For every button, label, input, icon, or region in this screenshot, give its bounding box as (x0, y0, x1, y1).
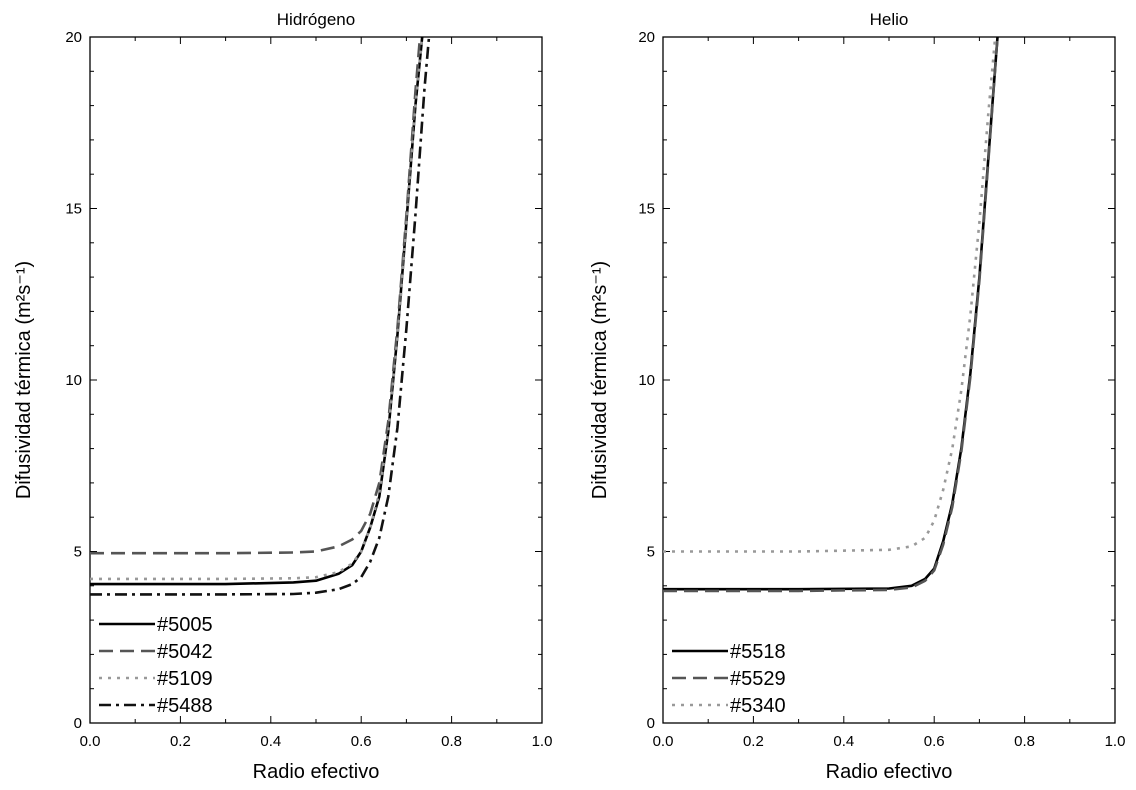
x-tick-label: 0.6 (351, 733, 372, 750)
x-tick-label: 0.0 (653, 733, 674, 750)
y-tick-label: 5 (74, 544, 82, 561)
x-axis-label: Radio efectivo (826, 761, 953, 783)
series-line-5529 (663, 37, 999, 593)
series-line-5518 (663, 37, 999, 591)
legend: #5518 #5529 #5340 (672, 641, 786, 717)
y-tick-label: 10 (638, 372, 655, 389)
y-tick-label: 20 (65, 29, 82, 46)
series-line-5488 (90, 37, 431, 596)
x-tick-label: 0.8 (441, 733, 462, 750)
legend-label: #5005 (157, 614, 213, 636)
y-axis-label: Difusividad térmica (m²s⁻¹) (13, 261, 35, 499)
y-tick-label: 0 (647, 715, 655, 732)
x-tick-label: 0.0 (80, 733, 101, 750)
x-tick-label: 0.4 (833, 733, 854, 750)
series-line-5042 (90, 37, 422, 555)
y-tick-label: 15 (65, 201, 82, 218)
legend-label: #5518 (730, 641, 786, 663)
x-tick-label: 1.0 (1105, 733, 1126, 750)
chart-title: Helio (870, 10, 909, 29)
y-tick-label: 10 (65, 372, 82, 389)
x-axis-label: Radio efectivo (253, 761, 380, 783)
chart-panel-1: Hidrógeno 0.0 0.2 0.4 0.6 0.8 1.0 0 5 10 15 20 Radio… (13, 10, 552, 783)
y-axis-label: Difusividad térmica (m²s⁻¹) (589, 261, 611, 499)
series-line-5005 (90, 37, 424, 586)
x-tick-label: 0.2 (170, 733, 191, 750)
legend-label: #5488 (157, 695, 213, 717)
chart-title: Hidrógeno (277, 10, 355, 29)
legend: #5005 #5042 #5109 #5488 (99, 614, 213, 717)
series-line-5340 (663, 37, 997, 553)
x-tick-label: 0.4 (260, 733, 281, 750)
y-tick-label: 0 (74, 715, 82, 732)
y-tick-label: 15 (638, 201, 655, 218)
legend-label: #5042 (157, 641, 213, 663)
x-tick-label: 0.2 (743, 733, 764, 750)
chart-panel-2: Helio 0.0 0.2 0.4 0.6 0.8 1.0 0 5 10 15 20 Radio efe… (589, 10, 1125, 783)
legend-label: #5109 (157, 668, 213, 690)
plot-frame (662, 36, 1116, 724)
legend-label: #5529 (730, 668, 786, 690)
x-tick-label: 0.6 (924, 733, 945, 750)
legend-label: #5340 (730, 695, 786, 717)
x-tick-label: 0.8 (1014, 733, 1035, 750)
series-line-5109 (90, 37, 424, 581)
y-tick-label: 5 (647, 544, 655, 561)
y-tick-label: 20 (638, 29, 655, 46)
x-tick-label: 1.0 (532, 733, 553, 750)
